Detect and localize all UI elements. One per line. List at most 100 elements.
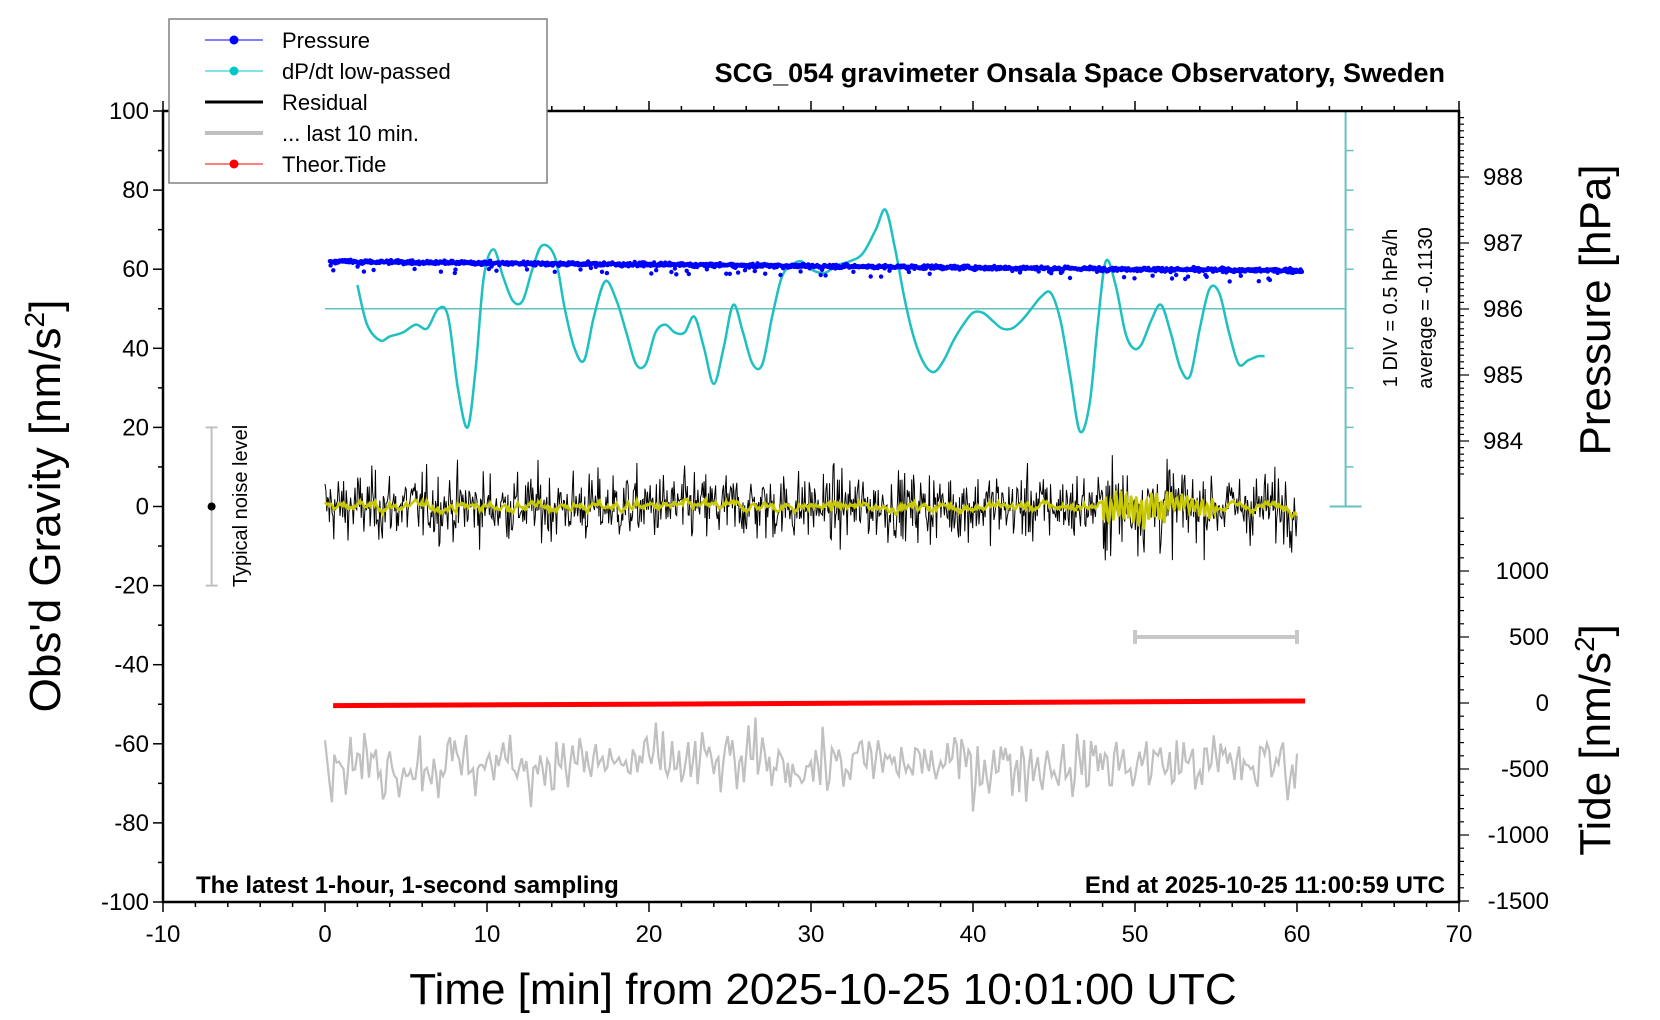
- pressure-tick-label: 986: [1483, 296, 1523, 323]
- tide-tick-label: 500: [1509, 624, 1549, 651]
- y-tick-label-left: 60: [122, 256, 149, 283]
- tide-tick-label: 0: [1536, 690, 1549, 717]
- pressure-point: [763, 271, 768, 276]
- pressure-point: [1067, 275, 1073, 281]
- pressure-point: [588, 265, 594, 271]
- legend-label: Residual: [282, 90, 368, 115]
- pressure-point: [452, 270, 457, 276]
- pressure-point: [778, 272, 783, 278]
- pressure-tick-label: 985: [1483, 362, 1523, 389]
- legend-item: Residual: [205, 90, 368, 115]
- legend-label: ... last 10 min.: [282, 121, 419, 146]
- pressure-points: [327, 257, 1305, 284]
- pressure-point: [1150, 273, 1155, 278]
- tide-axis-title-end: ]: [1571, 624, 1620, 636]
- pressure-point: [1132, 276, 1137, 281]
- pressure-point: [331, 268, 336, 273]
- pressure-point: [1185, 274, 1191, 279]
- pressure-axis-title: Pressure [hPa]: [1571, 164, 1620, 455]
- data-layer: [205, 110, 1362, 812]
- pressure-point: [552, 269, 557, 274]
- pressure-point: [524, 267, 530, 272]
- residual-smoothed-line: [324, 490, 1298, 530]
- x-tick-label: 50: [1122, 921, 1149, 948]
- axes-layer: -10 0 10 20 30 40 50 60 70100806040200-20-40-60-…: [101, 98, 1549, 948]
- legend-label: dP/dt low-passed: [282, 59, 451, 84]
- pressure-point: [494, 268, 499, 273]
- tide-axis-title-main: Tide [nm/s: [1571, 652, 1620, 856]
- dpdt-scale-label: 1 DIV = 0.5 hPa/h: [1380, 229, 1402, 387]
- left-axis-title-sup: 2: [19, 312, 50, 328]
- y-tick-label-left: 80: [122, 177, 149, 204]
- pressure-point: [704, 267, 710, 272]
- x-tick-label: 70: [1446, 921, 1473, 948]
- pressure-tick-label: 987: [1483, 230, 1523, 257]
- y-tick-label-left: -80: [114, 810, 149, 837]
- sampling-note: The latest 1-hour, 1-second sampling: [196, 872, 619, 899]
- tide-tick-label: -1500: [1488, 888, 1549, 915]
- pressure-point: [1169, 276, 1175, 281]
- legend-item: Pressure: [205, 28, 370, 53]
- pressure-point: [724, 271, 729, 276]
- legend-items: Pressure dP/dt low-passed Residual ... last…: [205, 28, 451, 177]
- pressure-point: [654, 268, 659, 273]
- tide-axis-title: Tide [nm/s2]: [1569, 624, 1620, 856]
- tide-axis-title-sup: 2: [1569, 636, 1600, 652]
- pressure-point: [453, 267, 458, 272]
- pressure-point: [868, 274, 873, 279]
- pressure-point: [599, 269, 605, 274]
- legend-item: ... last 10 min.: [205, 121, 419, 146]
- pressure-point: [818, 272, 823, 278]
- pressure-point: [1204, 274, 1209, 279]
- left-axis-title: Obs'd Gravity [nm/s2]: [19, 300, 70, 713]
- pressure-point: [752, 268, 757, 274]
- pressure-point: [1036, 269, 1041, 274]
- legend-marker: [229, 66, 239, 76]
- pressure-point: [669, 269, 674, 275]
- pressure-point: [371, 267, 376, 273]
- legend-item: dP/dt low-passed: [205, 59, 451, 84]
- x-tick-label: 20: [636, 921, 663, 948]
- pressure-point: [649, 271, 654, 276]
- legend: Pressure dP/dt low-passed Residual ... last…: [168, 18, 548, 184]
- legend-item: Theor.Tide: [205, 152, 386, 177]
- y-tick-label-left: -20: [114, 573, 149, 600]
- pressure-point: [1267, 277, 1273, 283]
- pressure-point: [851, 269, 856, 274]
- pressure-point: [578, 267, 583, 272]
- tide-tick-label: -1000: [1488, 822, 1549, 849]
- x-tick-label: -10: [146, 921, 181, 948]
- noise-level-label: Typical noise level: [230, 425, 252, 587]
- pressure-point: [906, 269, 912, 275]
- pressure-point: [1121, 275, 1127, 280]
- y-tick-label-left: 100: [109, 98, 149, 125]
- last-10-min-line: [323, 717, 1299, 812]
- y-tick-label-left: 40: [122, 335, 149, 362]
- x-tick-label: 30: [798, 921, 825, 948]
- x-tick-label: 60: [1284, 921, 1311, 948]
- pressure-point: [412, 266, 417, 272]
- left-axis-title-main: Obs'd Gravity [nm/s: [21, 327, 70, 712]
- noise-bar-center-dot: [207, 502, 216, 511]
- y-tick-label-left: 20: [122, 414, 149, 441]
- end-time-note: End at 2025-10-25 11:00:59 UTC: [1085, 872, 1445, 899]
- pressure-point: [674, 272, 679, 277]
- x-axis-title: Time [min] from 2025-10-25 10:01:00 UTC: [409, 965, 1236, 1014]
- pressure-point: [823, 273, 828, 278]
- y-tick-label-left: -100: [101, 889, 149, 916]
- pressure-point: [604, 270, 610, 276]
- pressure-point: [735, 270, 741, 275]
- pressure-point: [361, 269, 367, 274]
- legend-label: Theor.Tide: [282, 152, 386, 177]
- pressure-point: [1049, 271, 1054, 276]
- pressure-point: [878, 274, 884, 279]
- legend-label: Pressure: [282, 28, 370, 53]
- tide-tick-label: 1000: [1496, 558, 1549, 585]
- pressure-point: [742, 268, 748, 273]
- pressure-point: [438, 269, 444, 274]
- x-tick-label: 40: [960, 921, 987, 948]
- tide-tick-label: -500: [1501, 756, 1549, 783]
- pressure-point: [328, 263, 333, 268]
- y-tick-label-left: 0: [136, 494, 149, 521]
- chart-title: SCG_054 gravimeter Onsala Space Observat…: [715, 58, 1445, 88]
